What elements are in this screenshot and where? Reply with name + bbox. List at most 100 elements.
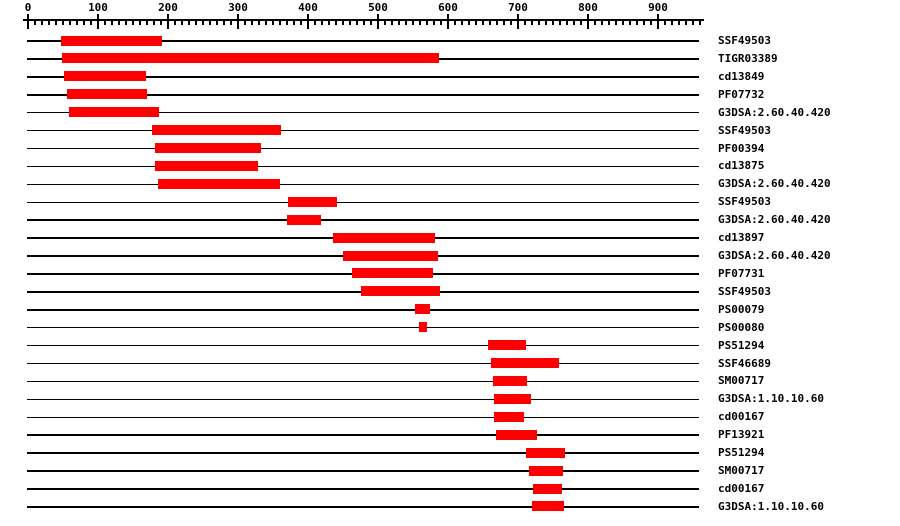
sequence-line (27, 40, 699, 42)
axis-tick-minor (692, 18, 694, 25)
axis-tick-minor (510, 18, 512, 25)
axis-tick-label: 900 (648, 1, 668, 14)
axis-tick-minor (489, 18, 491, 25)
feature-label: SM00717 (718, 464, 765, 478)
feature-bar[interactable] (151, 125, 282, 136)
axis-tick-label: 500 (368, 1, 388, 14)
axis-tick-minor (104, 18, 106, 25)
axis-tick-minor (454, 18, 456, 25)
feature-label: SSF49503 (718, 123, 771, 137)
feature-label: PS00079 (718, 302, 765, 316)
feature-bar[interactable] (66, 89, 147, 100)
axis-tick-minor (111, 18, 113, 25)
feature-label: SSF49503 (718, 284, 771, 298)
feature-bar[interactable] (343, 250, 438, 261)
sequence-line (27, 219, 699, 221)
axis-tick-label: 200 (158, 1, 178, 14)
sequence-line (27, 344, 699, 347)
feature-bar[interactable] (492, 375, 528, 386)
feature-bar[interactable] (525, 447, 565, 458)
feature-bar[interactable] (493, 393, 531, 404)
sequence-line (27, 470, 699, 472)
axis-tick-major (447, 14, 449, 29)
axis-tick-minor (496, 18, 498, 25)
axis-tick-minor (594, 18, 596, 25)
feature-bar[interactable] (61, 53, 439, 64)
sequence-line (27, 488, 699, 490)
feature-bar[interactable] (154, 143, 262, 154)
axis-tick-major (167, 14, 169, 29)
axis-tick-major (307, 14, 309, 29)
axis-tick-minor (559, 18, 561, 25)
feature-bar[interactable] (158, 178, 280, 189)
feature-bar[interactable] (415, 304, 431, 315)
axis-tick-minor (538, 18, 540, 25)
axis-tick-minor (328, 18, 330, 25)
axis-tick-minor (664, 18, 666, 25)
axis-tick-label: 0 (24, 1, 32, 14)
axis-tick-minor (62, 18, 64, 25)
feature-bar[interactable] (288, 196, 338, 207)
axis-tick-label: 700 (508, 1, 528, 14)
feature-bar[interactable] (490, 358, 559, 369)
feature-label: G3DSA:2.60.40.420 (718, 213, 831, 227)
feature-label: SSF49503 (718, 34, 771, 47)
feature-label: G3DSA:2.60.40.420 (718, 249, 831, 263)
axis-tick-minor (503, 18, 505, 25)
feature-bar[interactable] (333, 232, 435, 243)
feature-label: PS51294 (718, 338, 765, 352)
sequence-line (27, 362, 699, 365)
axis-tick-minor (650, 18, 652, 25)
feature-label: SSF46689 (718, 356, 771, 370)
feature-bar[interactable] (495, 429, 537, 440)
axis-tick-minor (216, 18, 218, 25)
axis-tick-minor (83, 18, 85, 25)
axis-tick-minor (573, 18, 575, 25)
axis-tick-minor (335, 18, 337, 25)
feature-bar[interactable] (493, 411, 525, 422)
axis-tick-minor (636, 18, 638, 25)
axis-tick-minor (405, 18, 407, 25)
feature-bar[interactable] (352, 268, 433, 279)
feature-bar[interactable] (419, 322, 427, 333)
axis-tick-minor (419, 18, 421, 25)
sequence-line (27, 111, 699, 114)
axis-tick-minor (76, 18, 78, 25)
feature-label: G3DSA:2.60.40.420 (718, 177, 831, 191)
feature-label: PF07731 (718, 266, 765, 280)
axis-tick-minor (195, 18, 197, 25)
axis-tick-minor (524, 18, 526, 25)
axis-tick-minor (181, 18, 183, 25)
sequence-line (27, 380, 699, 383)
feature-bar[interactable] (60, 35, 163, 46)
feature-label: cd13897 (718, 231, 765, 245)
axis-tick-minor (272, 18, 274, 25)
feature-label: PF00394 (718, 141, 765, 155)
axis-tick-minor (230, 18, 232, 25)
axis-tick-minor (202, 18, 204, 25)
feature-bar[interactable] (287, 214, 321, 225)
axis-tick-minor (643, 18, 645, 25)
axis-tick-minor (426, 18, 428, 25)
axis-tick-minor (608, 18, 610, 25)
feature-bar[interactable] (528, 465, 563, 476)
axis-tick-minor (468, 18, 470, 25)
sequence-line (27, 398, 699, 401)
feature-bar[interactable] (532, 501, 564, 512)
feature-bar[interactable] (487, 340, 526, 351)
feature-label: PS51294 (718, 446, 765, 460)
axis-tick-minor (258, 18, 260, 25)
sequence-line (27, 94, 699, 96)
axis-tick-minor (349, 18, 351, 25)
axis-tick-minor (286, 18, 288, 25)
feature-bar[interactable] (154, 160, 258, 171)
axis-tick-minor (363, 18, 365, 25)
feature-bar[interactable] (63, 71, 147, 82)
feature-bar[interactable] (532, 483, 563, 494)
feature-bar[interactable] (69, 107, 159, 118)
axis-tick-minor (132, 18, 134, 25)
feature-bar[interactable] (361, 286, 441, 297)
axis-tick-minor (146, 18, 148, 25)
feature-label: TIGR03389 (718, 51, 778, 65)
